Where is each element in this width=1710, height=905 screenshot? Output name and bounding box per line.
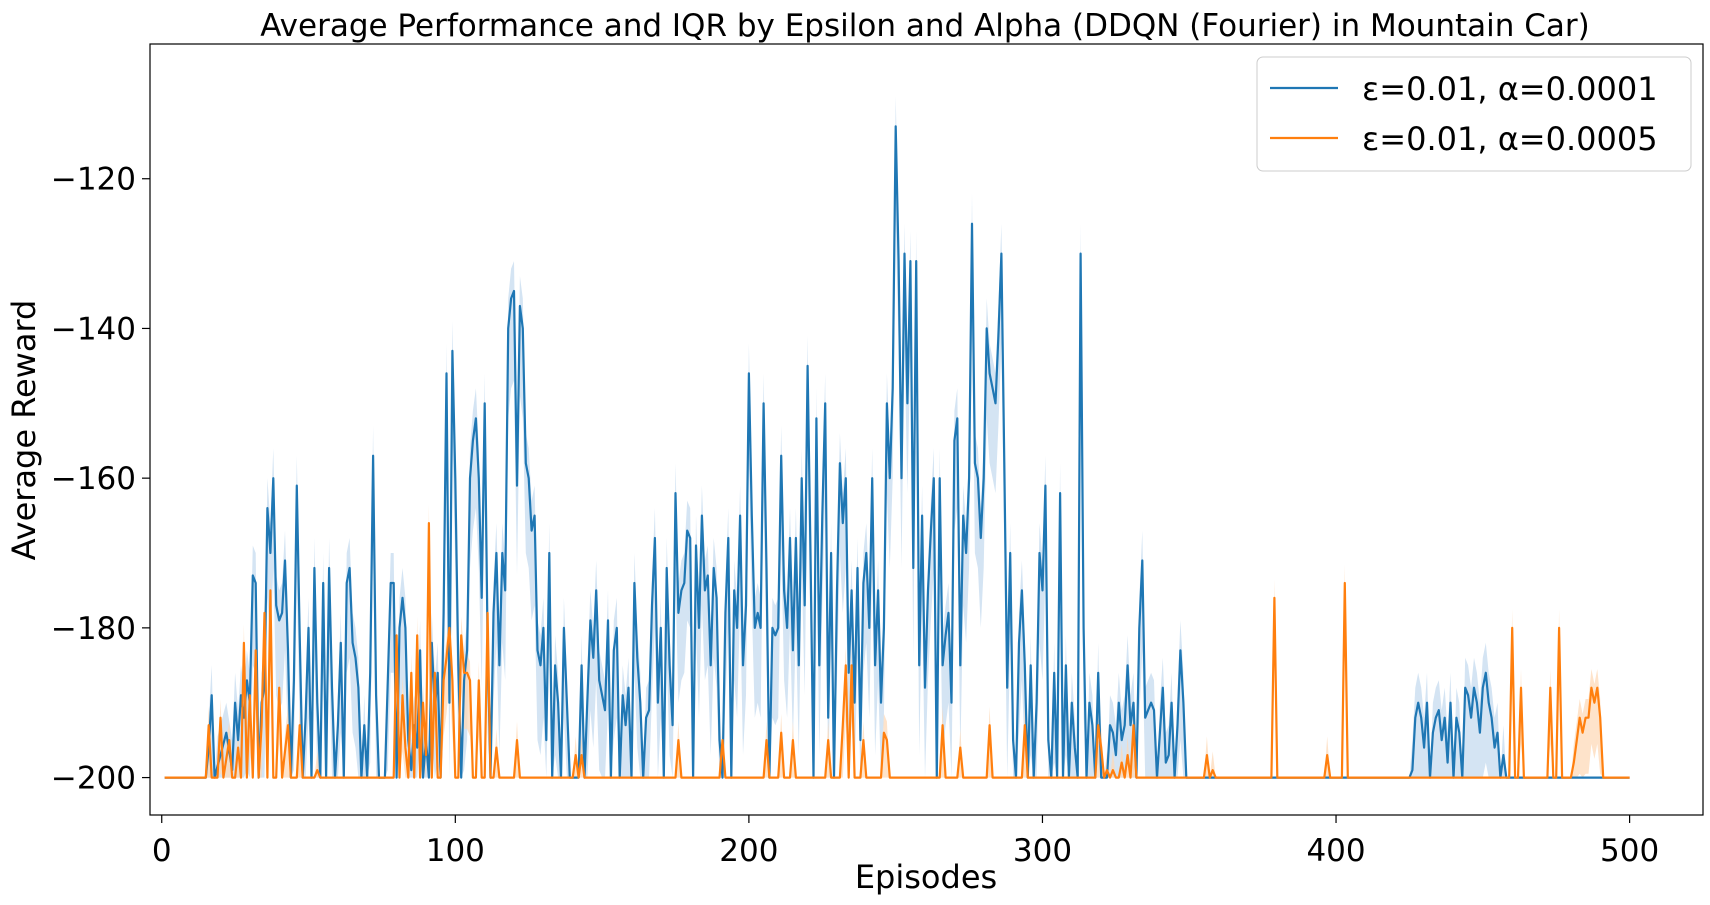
- legend-label-series-1: ε=0.01, α=0.0001: [1362, 70, 1658, 108]
- legend: ε=0.01, α=0.0001 ε=0.01, α=0.0005: [1256, 56, 1692, 172]
- x-axis: 0 100 200 300 400 500: [152, 815, 1659, 869]
- y-tick-label: −140: [51, 311, 136, 347]
- series-lines: [164, 125, 1630, 779]
- x-axis-label: Episodes: [855, 858, 997, 896]
- x-tick-label: 400: [1306, 833, 1365, 869]
- line-series-1: [164, 125, 1630, 779]
- y-tick-label: −120: [51, 162, 136, 198]
- iqr-bands: [164, 96, 1630, 778]
- legend-box: [1256, 56, 1692, 172]
- x-tick-label: 0: [152, 833, 172, 869]
- legend-label-series-2: ε=0.01, α=0.0005: [1362, 120, 1658, 158]
- x-tick-label: 500: [1600, 833, 1659, 869]
- x-tick-label: 100: [426, 833, 485, 869]
- plot-area: [149, 43, 1704, 816]
- line-series-2: [164, 522, 1630, 779]
- chart-title: Average Performance and IQR by Epsilon a…: [260, 8, 1589, 44]
- y-axis: −200 −180 −160 −140 −120: [51, 162, 150, 797]
- x-tick-label: 300: [1013, 833, 1072, 869]
- y-axis-label: Average Reward: [5, 300, 43, 561]
- y-tick-label: −160: [51, 461, 136, 497]
- y-tick-label: −180: [51, 611, 136, 647]
- iqr-band-series-1: [164, 96, 1630, 778]
- x-tick-label: 200: [719, 833, 778, 869]
- y-tick-label: −200: [51, 761, 136, 797]
- plot-frame: [149, 43, 1704, 816]
- iqr-band-series-2: [164, 504, 1630, 778]
